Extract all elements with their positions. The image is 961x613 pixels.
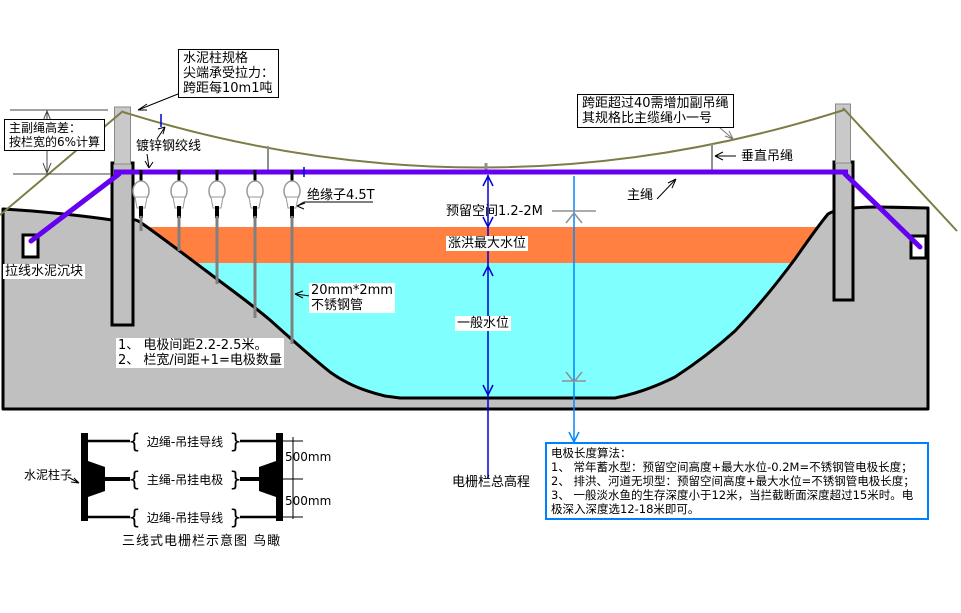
formula-line1: 电极长度算法： <box>551 446 632 460</box>
electrode-3 <box>208 170 226 284</box>
birdseye-row-2: { 主绳-吊挂电极 } <box>128 467 242 491</box>
tube-spec-label: 20mm*2mm 不锈钢管 <box>309 283 395 313</box>
formula-line5: 极深入深度选12-18米即可。 <box>551 502 700 516</box>
note-line2: 2、 栏宽/间距+1=电极数量 <box>118 353 282 368</box>
aux-rope-line2: 其规格比主缆绳小一号 <box>582 111 713 126</box>
aux-rope-box: 跨距超过40需增加副吊绳 其规格比主缆绳小一号 <box>577 94 734 128</box>
formula-box: 电极长度算法： 1、 常年蓄水型：预留空间高度+最大水位-0.2M=不锈钢管电极… <box>545 442 929 520</box>
birdseye-caption: 三线式电栅栏示意图 鸟瞰 <box>122 534 282 549</box>
brace-left: { <box>128 429 141 453</box>
rope-diff-line2: 按栏宽的6%计算 <box>9 135 101 149</box>
rope-diff-line1: 主副绳高差： <box>9 121 82 135</box>
birdseye-schematic <box>67 433 303 521</box>
anchor-block-label: 拉线水泥沉块 <box>3 264 86 279</box>
brace-right: } <box>229 505 242 529</box>
main-rope-right-stay <box>842 171 923 250</box>
brace-right: } <box>229 467 242 491</box>
tube-spec-line2: 不锈钢管 <box>311 298 364 313</box>
galvanized-wire-label: 镀锌钢绞线 <box>136 139 202 154</box>
cement-post-label: 水泥柱子 <box>24 468 73 482</box>
post-spec-line2: 尖端承受拉力： <box>183 66 275 81</box>
brace-right: } <box>229 429 242 453</box>
reserved-space-label: 预留空间1.2-2M <box>446 204 543 219</box>
spacing-label-1: 500mm <box>285 450 332 464</box>
birdseye-row-3: { 边绳-吊挂导线 } <box>128 505 242 529</box>
brace-left: { <box>128 467 141 491</box>
main-rope-label: 主绳 <box>627 188 654 203</box>
electrode-notes: 1、 电极间距2.2-2.5米。 2、 栏宽/间距+1=电极数量 <box>116 338 284 368</box>
electrode-4 <box>246 170 264 318</box>
vertical-hanger-label: 垂直吊绳 <box>741 149 794 164</box>
tube-spec-line1: 20mm*2mm <box>311 283 393 298</box>
row3-label: 边绳-吊挂导线 <box>146 510 224 525</box>
row1-label: 边绳-吊挂导线 <box>146 434 224 449</box>
insulator-label: 绝缘子4.5T <box>307 188 375 203</box>
right-guy-wire <box>842 107 958 232</box>
formula-line3: 2、 排洪、河道无坝型：预留空间高度+最大水位=不锈钢管电极长度； <box>551 474 915 488</box>
electrode-2 <box>170 170 188 251</box>
electrode-5 <box>283 170 301 344</box>
electrode-1 <box>132 170 150 231</box>
suspension-cable <box>122 109 845 169</box>
post-spec-line3: 跨距每10m1吨 <box>183 81 273 96</box>
formula-line2: 1、 常年蓄水型：预留空间高度+最大水位-0.2M=不锈钢管电极长度； <box>551 460 913 474</box>
aux-rope-line1: 跨距超过40需增加副吊绳 <box>582 96 729 111</box>
calc-dim-line <box>552 176 596 444</box>
birdseye-row-1: { 边绳-吊挂导线 } <box>128 429 242 453</box>
formula-line4: 3、 一般淡水鱼的生存深度小于12米，当拦截断面深度超过15米时。电 <box>551 488 914 502</box>
brace-left: { <box>128 505 141 529</box>
left-post-top <box>114 106 131 165</box>
post-spec-box: 水泥柱规格 尖端承受拉力： 跨距每10m1吨 <box>178 49 280 98</box>
electrode-assemblies <box>132 170 301 344</box>
main-rope-left-stay <box>28 171 122 244</box>
normal-level-label: 一般水位 <box>455 316 512 331</box>
note-line1: 1、 电极间距2.2-2.5米。 <box>118 338 268 353</box>
fence-elevation-label: 电栅栏总高程 <box>452 475 531 490</box>
left-post-buried <box>110 161 135 327</box>
post-spec-line1: 水泥柱规格 <box>183 51 249 66</box>
spacing-label-2: 500mm <box>285 494 332 508</box>
row2-label: 主绳-吊挂电极 <box>146 472 224 487</box>
leader-arrows <box>137 93 736 299</box>
flood-level-label: 涨洪最大水位 <box>446 236 529 251</box>
right-post-top <box>835 103 851 164</box>
rope-diff-box: 主副绳高差： 按栏宽的6%计算 <box>4 119 106 151</box>
right-post-buried <box>832 160 855 302</box>
